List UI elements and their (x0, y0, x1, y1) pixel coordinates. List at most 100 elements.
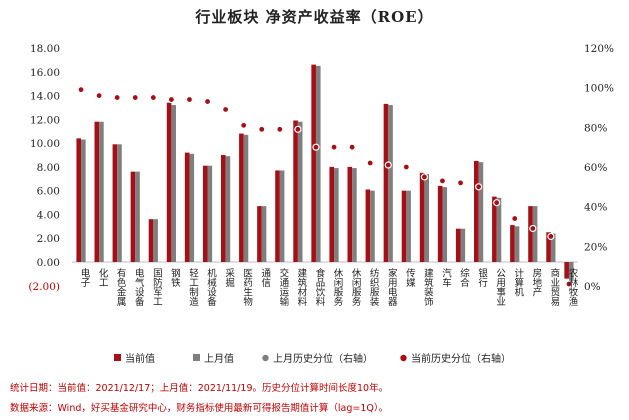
right-tick-label: 0% (584, 281, 601, 293)
left-tick-label: (2.00) (28, 281, 60, 293)
current-percentile-dot (493, 199, 500, 206)
legend-last-month-label: 上月值 (204, 352, 234, 365)
current-value-bar (76, 138, 82, 262)
category-labels: 电子 化工 有色金属 电气设备 国防军工 钢铁 轻工制造 机械设备 采掘 医药生物 通信 交通运输 建筑… (79, 267, 579, 307)
category-label: 建筑装饰 (422, 267, 434, 307)
category-label: 钢铁 (169, 267, 181, 288)
category-label: 汽车 (440, 267, 452, 288)
left-tick-label: 8.00 (37, 162, 60, 174)
left-tick-label: 10.00 (30, 138, 60, 150)
legend-current-percentile-swatch (400, 354, 407, 362)
current-percentile-dot (439, 177, 446, 185)
current-percentile-dot (294, 126, 302, 133)
right-axis: 0% 20% 40% 60% 80% 100% 120% (584, 43, 614, 293)
left-tick-label: 12.00 (30, 114, 60, 126)
current-value-bar (329, 166, 335, 262)
current-value-bar (564, 262, 569, 279)
current-value-bar (546, 232, 551, 262)
current-value-bar (239, 133, 244, 262)
legend-last-month-swatch (193, 354, 200, 361)
current-percentile-dot (385, 161, 392, 169)
current-value-bar (419, 172, 425, 262)
legend-current-value-swatch (114, 354, 121, 361)
last-month-bar (532, 206, 538, 262)
current-percentile-dot (240, 122, 247, 129)
category-label: 传媒 (404, 267, 416, 288)
last-month-bar (442, 187, 448, 262)
category-label: 计算机 (512, 267, 524, 297)
category-label: 商业贸易 (548, 267, 560, 307)
current-value-bar (347, 166, 353, 262)
current-value-bar (257, 206, 262, 262)
current-percentile-dot (529, 225, 537, 232)
left-tick-label: 2.00 (37, 233, 60, 245)
legend-last-month-percentile-label: 上月历史分位（右轴） (273, 352, 373, 365)
current-value-bar (455, 228, 461, 262)
last-month-bar (207, 165, 213, 262)
last-month-bar (315, 65, 321, 262)
current-value-bar (401, 190, 407, 262)
right-tick-label: 20% (584, 241, 607, 253)
category-label: 化工 (97, 267, 109, 287)
current-percentile-dot (113, 94, 121, 101)
legend-current-percentile-label: 当前历史分位（右轴） (411, 352, 511, 365)
current-value-bar (221, 155, 226, 262)
category-label: 交通运输 (277, 267, 289, 307)
last-month-bar (297, 121, 303, 263)
last-month-bar (225, 156, 231, 262)
bars (76, 64, 574, 280)
category-label: 家用电器 (386, 267, 398, 306)
category-label: 电气设备 (133, 267, 145, 307)
last-month-bar (279, 170, 285, 262)
legend-current-value-label: 当前值 (125, 352, 155, 365)
right-tick-label: 40% (584, 202, 607, 214)
current-value-bar (166, 102, 172, 262)
category-label: 农林牧渔 (566, 267, 578, 306)
current-value-bar (275, 170, 280, 262)
category-label: 通信 (259, 268, 271, 288)
last-month-bar (388, 105, 393, 262)
current-percentile-dot (222, 106, 229, 113)
current-percentile-dot (547, 233, 555, 240)
current-value-bar (510, 225, 515, 262)
category-label: 医药生物 (241, 268, 253, 307)
current-percentile-dot (475, 183, 482, 191)
right-tick-label: 100% (584, 83, 614, 95)
current-value-bar (112, 144, 118, 262)
last-month-bar (496, 197, 502, 262)
category-label: 国防军工 (151, 268, 163, 306)
category-label: 轻工制造 (187, 267, 199, 307)
data-source-note: 数据来源：Wind，好买基金研究中心，财务指标使用最新可得报告期值计算（lag=… (10, 403, 389, 414)
current-value-bar (94, 121, 100, 263)
left-tick-label: 16.00 (30, 67, 60, 79)
legend: 当前值 上月值 上月历史分位（右轴） 当前历史分位（右轴） (114, 352, 511, 365)
right-tick-label: 80% (584, 122, 607, 134)
current-percentile-dot (186, 96, 193, 103)
right-tick-label: 120% (584, 43, 614, 55)
current-value-bar (528, 206, 533, 262)
last-month-bar (514, 226, 520, 262)
last-month-bar (478, 162, 484, 262)
current-percentile-dot (565, 280, 573, 288)
current-percentile-dot (77, 86, 85, 93)
last-month-bar (243, 134, 249, 262)
left-tick-label: 6.00 (37, 186, 60, 198)
stat-date-note: 统计日期：当前值：2021/12/17；上月值：2021/11/19。历史分位计… (10, 383, 389, 394)
current-percentile-dot (150, 94, 157, 101)
last-month-bar (550, 233, 556, 262)
left-tick-label: 18.00 (30, 43, 60, 55)
current-value-bar (202, 165, 208, 262)
last-month-bar (370, 190, 375, 262)
current-value-bar (437, 185, 443, 262)
category-label: 休闲服务 (332, 267, 344, 307)
last-month-bar (135, 171, 140, 262)
current-percentile-dot (204, 98, 211, 105)
last-month-bar (117, 144, 122, 262)
current-value-bar (474, 160, 479, 262)
last-month-bar (171, 105, 176, 262)
current-percentile-dot (95, 92, 103, 99)
last-month-bar (406, 190, 411, 262)
current-percentile-dot (348, 143, 356, 151)
category-label: 公用事业 (494, 268, 506, 306)
